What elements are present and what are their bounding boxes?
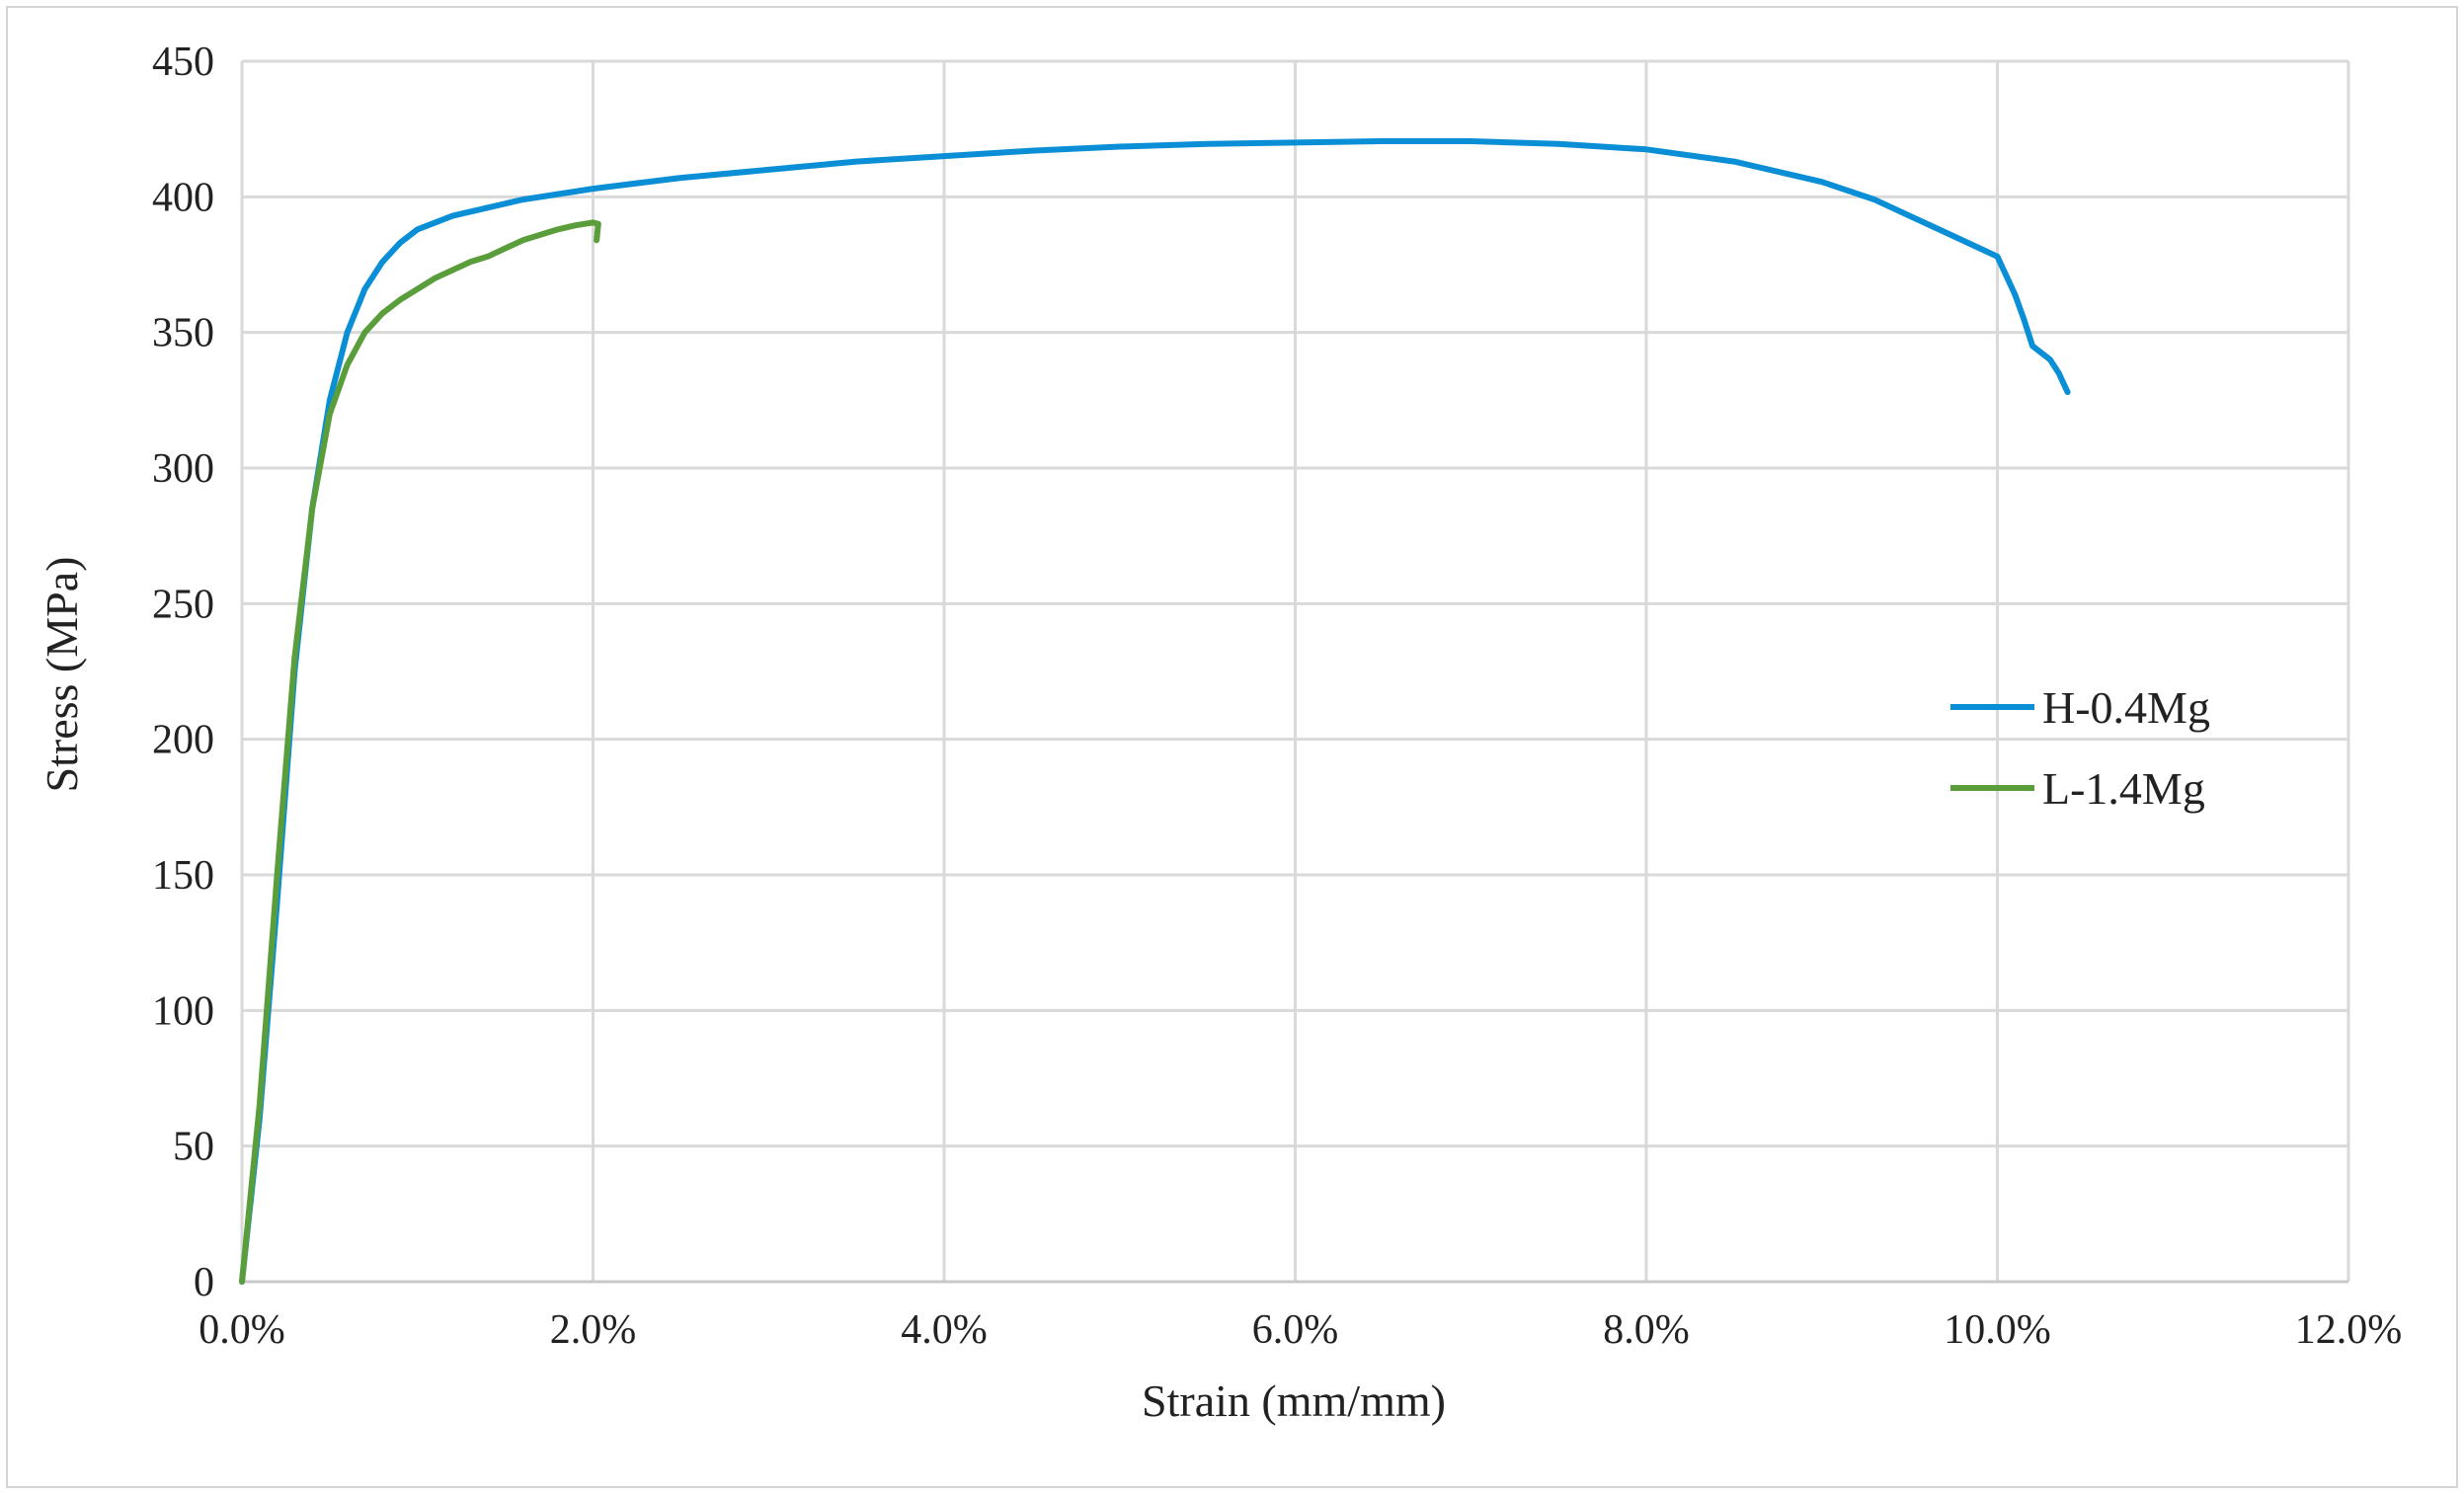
y-tick-label: 300: [152, 446, 214, 492]
y-tick-label: 250: [152, 582, 214, 627]
y-tick-label: 0: [194, 1260, 214, 1305]
x-tick-label: 12.0%: [2295, 1307, 2403, 1353]
series-line-H-0.4Mg: [239, 138, 2071, 1285]
y-tick-label: 100: [152, 988, 214, 1034]
x-tick-label: 4.0%: [901, 1307, 988, 1353]
legend-label: L-1.4Mg: [2042, 763, 2205, 814]
y-tick-label: 450: [152, 39, 214, 85]
y-tick-labels: 0 50 100 150 200 250 300 350 400 450: [152, 39, 214, 1305]
series-line-L-1.4Mg: [239, 219, 601, 1285]
gridlines: [240, 59, 2350, 1284]
x-tick-labels: 0.0% 2.0% 4.0% 6.0% 8.0% 10.0% 12.0%: [199, 1307, 2402, 1353]
x-axis-title: Strain (mm/mm): [1142, 1376, 1446, 1426]
chart-frame: [6, 6, 2458, 1488]
y-axis-title: Stress (MPa): [37, 557, 87, 793]
y-tick-label: 150: [152, 853, 214, 899]
series-lines: [239, 138, 2071, 1285]
x-tick-label: 8.0%: [1603, 1307, 1690, 1353]
legend: H-0.4Mg L-1.4Mg: [1950, 682, 2210, 814]
x-tick-label: 10.0%: [1944, 1307, 2051, 1353]
y-tick-label: 200: [152, 718, 214, 763]
y-tick-label: 400: [152, 175, 214, 220]
x-tick-label: 0.0%: [199, 1307, 285, 1353]
x-tick-label: 6.0%: [1252, 1307, 1339, 1353]
legend-label: H-0.4Mg: [2042, 682, 2210, 733]
x-tick-label: 2.0%: [550, 1307, 637, 1353]
y-tick-label: 350: [152, 311, 214, 356]
y-tick-label: 50: [173, 1125, 214, 1170]
